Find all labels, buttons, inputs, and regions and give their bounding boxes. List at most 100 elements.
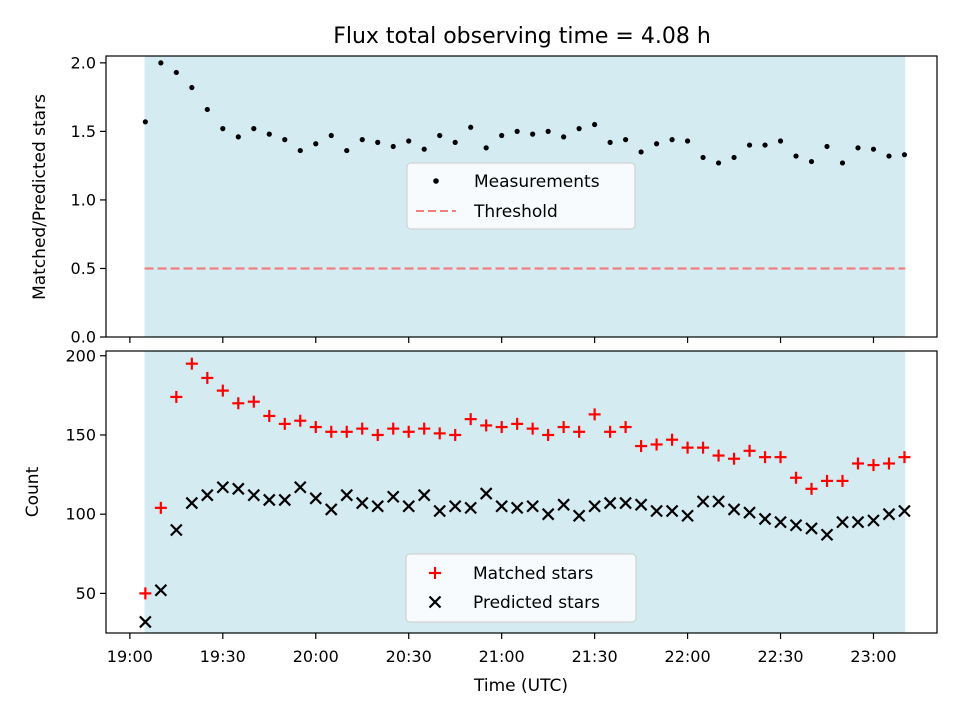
matched-star-point [898, 451, 911, 464]
matched-star-point [759, 451, 772, 464]
measurement-point [359, 137, 365, 143]
measurement-point [715, 160, 722, 166]
measurement-point [731, 154, 737, 161]
x-axis-label: Time (UTC) [473, 676, 568, 696]
y-tick-label: 200 [65, 346, 96, 365]
measurement-point [777, 138, 784, 144]
predicted-star-point [851, 515, 865, 529]
predicted-star-point [448, 499, 462, 513]
measurement-point [793, 153, 799, 159]
predicted-star-point [789, 518, 803, 532]
measurement-point [406, 138, 412, 144]
matched-star-point [774, 451, 787, 464]
predicted-star-point [681, 509, 694, 523]
predicted-star-point [309, 492, 323, 505]
measurement-point [638, 149, 644, 155]
legend-predicted-marker [428, 595, 442, 609]
matched-star-point [387, 422, 400, 435]
matched-star-point [836, 474, 849, 487]
predicted-star-point [386, 490, 400, 504]
predicted-star-point [603, 496, 617, 510]
matched-star-point [635, 440, 648, 453]
predicted-star-point [882, 507, 896, 521]
matched-star-point [449, 428, 462, 441]
predicted-star-point [758, 512, 772, 526]
matched-star-point [495, 421, 508, 434]
measurement-point [158, 60, 164, 66]
matched-star-point [201, 371, 214, 384]
predicted-star-point [464, 501, 477, 515]
measurement-point [870, 146, 877, 152]
predicted-stars-points [139, 480, 911, 629]
measurement-point [266, 131, 272, 137]
matched-star-point [851, 457, 864, 470]
predicted-star-point [417, 488, 431, 502]
measurement-point [669, 137, 675, 143]
top-panel: 0.00.51.01.52.0 Matched/Predicted stars … [30, 53, 938, 347]
predicted-star-point [665, 504, 679, 518]
matched-star-point [247, 395, 260, 408]
matched-star-point [232, 397, 245, 410]
predicted-star-point [355, 496, 369, 510]
measurement-point [530, 131, 536, 137]
measurement-point [545, 128, 551, 134]
matched-star-point [728, 452, 741, 465]
matched-star-point [325, 425, 338, 438]
y-tick-label: 50 [76, 584, 96, 603]
measurement-point [142, 119, 148, 125]
measurement-point [855, 145, 861, 151]
legend-predicted-label: Predicted stars [473, 593, 600, 613]
predicted-star-point [263, 493, 276, 507]
predicted-star-point [634, 498, 648, 511]
measurement-point [204, 106, 210, 113]
predicted-star-point [588, 499, 601, 513]
x-tick-label: 23:00 [850, 647, 896, 666]
matched-star-point [294, 414, 307, 427]
matched-star-point [154, 501, 167, 514]
matched-star-point [712, 449, 725, 462]
matched-star-point [433, 427, 446, 440]
chart-title: Flux total observing time = 4.08 h [333, 24, 711, 49]
matched-star-point [588, 408, 601, 421]
top-legend-box [406, 162, 636, 230]
predicted-star-point [510, 501, 524, 515]
matched-star-point [805, 482, 818, 495]
top-y-axis-label: Matched/Predicted stars [30, 94, 50, 300]
matched-star-point [542, 428, 555, 441]
matched-star-point [604, 425, 617, 438]
bottom-y-ticks: 50 100 150 200 [65, 346, 106, 603]
legend-matched-marker [429, 567, 441, 579]
predicted-star-point [820, 528, 834, 542]
y-tick-label: 1.0 [71, 190, 96, 209]
predicted-star-point [898, 504, 911, 518]
y-tick-label: 2.0 [71, 53, 96, 72]
legend-measurements-label: Measurements [474, 172, 600, 192]
matched-star-point [340, 425, 353, 438]
y-tick-label: 150 [65, 425, 96, 444]
measurement-point [762, 142, 768, 148]
matched-stars-points [139, 357, 911, 600]
measurement-point [220, 126, 226, 132]
predicted-star-point [479, 487, 493, 500]
y-tick-label: 0.0 [71, 328, 96, 347]
measurement-point [189, 84, 195, 91]
predicted-star-point [371, 499, 385, 513]
matched-star-point [480, 419, 493, 432]
predicted-star-point [572, 509, 586, 523]
measurement-point [313, 141, 319, 147]
y-tick-label: 1.5 [71, 122, 96, 141]
measurement-point [452, 139, 458, 145]
matched-star-point [464, 413, 477, 426]
matched-star-point [309, 421, 322, 434]
predicted-star-point [696, 495, 710, 508]
matched-star-point [371, 428, 384, 441]
measurement-point [297, 147, 303, 154]
predicted-star-point [185, 496, 199, 510]
measurement-point [607, 139, 613, 145]
measurement-point [684, 138, 691, 144]
predicted-star-point [541, 507, 555, 521]
predicted-star-point [805, 522, 818, 535]
measurement-point [328, 132, 334, 139]
predicted-star-point [433, 504, 446, 518]
